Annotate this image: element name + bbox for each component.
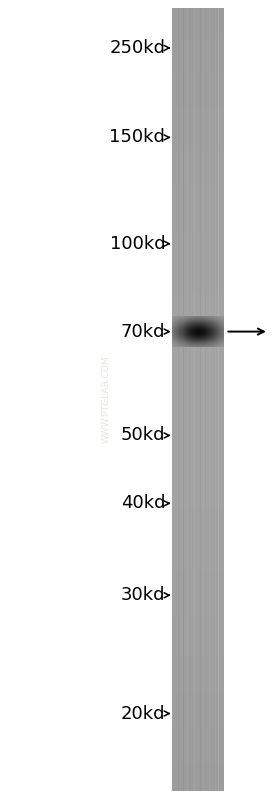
Text: WWW.PTGLAB.COM: WWW.PTGLAB.COM <box>102 356 111 443</box>
Text: 100kd: 100kd <box>109 235 165 252</box>
Text: 30kd: 30kd <box>121 586 165 604</box>
Text: 70kd: 70kd <box>121 323 165 340</box>
Text: 150kd: 150kd <box>109 129 165 146</box>
Text: 250kd: 250kd <box>109 39 165 57</box>
Text: 50kd: 50kd <box>121 427 165 444</box>
Text: 20kd: 20kd <box>121 705 165 722</box>
Text: 40kd: 40kd <box>121 495 165 512</box>
